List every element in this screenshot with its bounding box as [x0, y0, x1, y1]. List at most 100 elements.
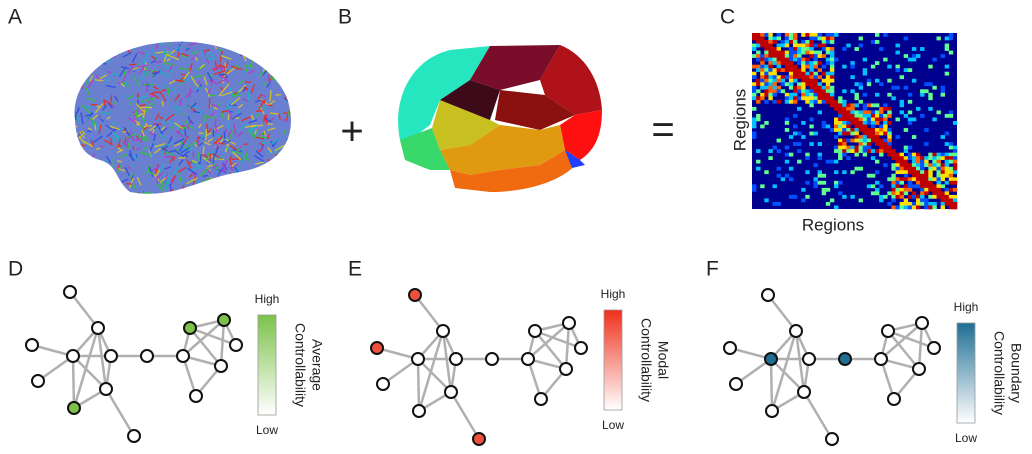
matrix-cell — [846, 146, 850, 150]
matrix-cell — [879, 149, 883, 153]
matrix-cell — [785, 160, 789, 164]
matrix-cell — [814, 72, 818, 76]
matrix-cell — [932, 177, 936, 181]
matrix-cell — [777, 202, 781, 206]
matrix-cell — [773, 47, 777, 51]
matrix-cell — [941, 93, 945, 97]
fibre — [266, 166, 271, 167]
matrix-cell — [855, 82, 859, 86]
matrix-cell — [949, 114, 953, 118]
fibre — [244, 144, 248, 145]
fibre — [281, 71, 291, 77]
matrix-cell — [801, 33, 805, 37]
matrix-cell — [752, 117, 756, 121]
matrix-cell — [834, 103, 838, 107]
fibre — [286, 139, 291, 142]
fibre — [277, 162, 283, 167]
matrix-cell — [932, 153, 936, 157]
matrix-cell — [760, 37, 764, 41]
matrix-cell — [809, 82, 813, 86]
matrix-cell — [838, 181, 842, 185]
matrix-cell — [900, 153, 904, 157]
fibre — [70, 185, 73, 189]
matrix-cell — [920, 174, 924, 178]
matrix-cell — [777, 174, 781, 178]
matrix-cell — [904, 160, 908, 164]
matrix-cell — [949, 156, 953, 160]
fibre — [245, 50, 247, 56]
matrix-cell — [830, 79, 834, 83]
fibre — [246, 44, 248, 48]
matrix-cell — [875, 121, 879, 125]
node — [766, 405, 778, 417]
matrix-cell — [805, 100, 809, 104]
matrix-cell — [756, 40, 760, 44]
matrix-cell — [900, 205, 904, 209]
matrix-cell — [879, 110, 883, 114]
scale-title: Boundary — [1008, 343, 1024, 403]
matrix-cell — [801, 68, 805, 72]
matrix-cell — [785, 174, 789, 178]
fibre — [252, 195, 259, 197]
fibre — [67, 166, 73, 168]
matrix-cell — [900, 160, 904, 164]
matrix-cell — [822, 181, 826, 185]
matrix-cell — [908, 202, 912, 206]
matrix-cell — [797, 54, 801, 58]
matrix-cell — [887, 114, 891, 118]
fibre — [95, 169, 105, 174]
node — [437, 325, 449, 337]
matrix-cell — [912, 195, 916, 199]
fibre — [74, 156, 85, 158]
matrix-cell — [879, 146, 883, 150]
fibre — [283, 191, 288, 202]
matrix-cell — [785, 75, 789, 79]
fibre — [279, 70, 281, 75]
fibre — [253, 41, 261, 42]
node — [765, 353, 777, 365]
matrix-cell — [850, 121, 854, 125]
matrix-cell — [850, 61, 854, 65]
panel-label: F — [706, 258, 719, 281]
matrix-cell — [764, 93, 768, 97]
fibre — [207, 197, 210, 206]
matrix-cell — [814, 181, 818, 185]
matrix-cell — [785, 58, 789, 62]
panel-label: C — [720, 6, 735, 29]
matrix-cell — [764, 75, 768, 79]
matrix-cell — [785, 40, 789, 44]
matrix-cell — [891, 191, 895, 195]
matrix-cell — [826, 37, 830, 41]
fibre — [66, 156, 71, 167]
matrix-cell — [793, 132, 797, 136]
matrix-cell — [781, 40, 785, 44]
matrix-cell — [797, 47, 801, 51]
matrix-cell — [850, 103, 854, 107]
matrix-cell — [916, 167, 920, 171]
matrix-cell — [850, 139, 854, 143]
matrix-cell — [764, 170, 768, 174]
matrix-cell — [900, 181, 904, 185]
matrix-cell — [924, 202, 928, 206]
matrix-cell — [879, 125, 883, 129]
fibre — [87, 157, 88, 162]
fibre — [224, 195, 232, 199]
matrix-cell — [867, 82, 871, 86]
fibre — [220, 189, 221, 193]
matrix-cell — [777, 44, 781, 48]
matrix-cell — [764, 68, 768, 72]
matrix-cell — [830, 40, 834, 44]
fibre — [103, 41, 105, 49]
matrix-cell — [793, 142, 797, 146]
matrix-cell — [826, 82, 830, 86]
matrix-cell — [875, 103, 879, 107]
matrix-cell — [801, 79, 805, 83]
matrix-cell — [797, 72, 801, 76]
matrix-cell — [904, 170, 908, 174]
matrix-cell — [801, 65, 805, 69]
matrix-cell — [797, 86, 801, 90]
matrix-cell — [859, 82, 863, 86]
fibre — [178, 157, 185, 158]
fibre — [216, 186, 227, 187]
matrix-cell — [809, 51, 813, 55]
